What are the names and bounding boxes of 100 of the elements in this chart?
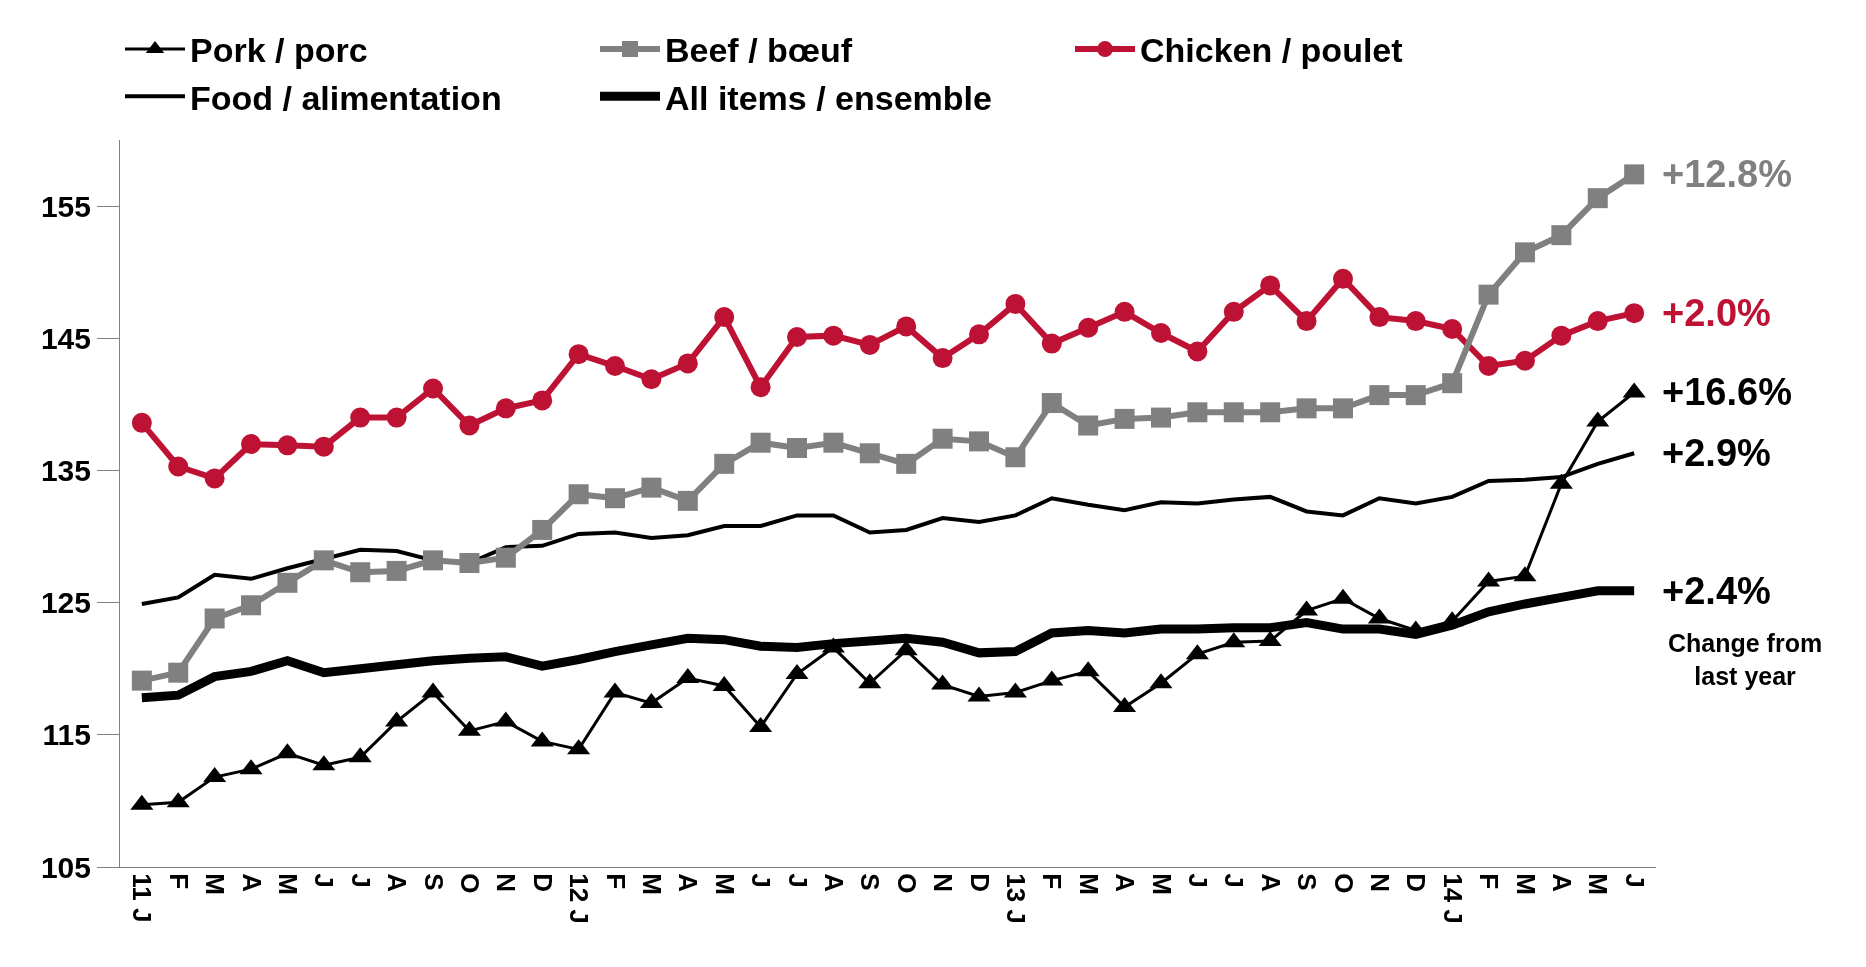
x-tick-label: M: [200, 873, 231, 895]
x-tick-label: O: [1328, 873, 1359, 894]
x-tick-label: J: [345, 873, 376, 888]
x-tick-label: F: [1037, 873, 1068, 890]
x-tick-label: 13 J: [1000, 873, 1031, 924]
x-tick-label: M: [1510, 873, 1541, 895]
x-tick-label: A: [1110, 873, 1141, 893]
x-tick-label: J: [746, 873, 777, 888]
y-tick-label: 105: [40, 850, 91, 884]
point: [386, 407, 407, 428]
point: [787, 326, 807, 347]
x-tick-label: O: [454, 873, 485, 894]
point: [823, 325, 844, 346]
x-tick-label: 12 J: [564, 873, 595, 924]
point: [605, 488, 626, 509]
point: [932, 348, 953, 369]
x-tick-label: D: [527, 873, 558, 892]
point: [1514, 350, 1535, 371]
point: [1260, 402, 1281, 423]
x-tick-label: S: [855, 873, 886, 891]
point: [459, 552, 480, 573]
x-tick-label: M: [1146, 873, 1177, 895]
legend-label: Food / alimentation: [190, 78, 502, 117]
point: [495, 398, 516, 419]
point: [1187, 402, 1208, 423]
point: [787, 437, 807, 458]
legend-label: Beef / bœuf: [665, 31, 853, 70]
x-tick-label: F: [1474, 873, 1505, 890]
point: [1150, 407, 1171, 428]
x-tick-label: A: [673, 873, 704, 893]
point: [714, 307, 735, 328]
point: [1114, 408, 1135, 429]
point: [1587, 188, 1608, 209]
x-tick-label: A: [382, 873, 413, 893]
point: [568, 344, 589, 365]
point: [168, 456, 189, 477]
point: [350, 407, 371, 428]
point: [386, 560, 407, 581]
point: [896, 316, 917, 337]
point: [714, 453, 735, 474]
point: [1005, 293, 1026, 314]
y-tick-label: 125: [40, 586, 91, 620]
point: [1260, 275, 1281, 296]
point: [350, 562, 371, 583]
point: [1442, 319, 1463, 340]
x-tick-label: 14 J: [1437, 873, 1468, 924]
text: +2.4%: [1662, 570, 1771, 612]
point: [277, 572, 298, 593]
x-tick-label: D: [964, 873, 995, 892]
point: [532, 390, 553, 411]
x-tick-label: J: [309, 873, 340, 888]
y-tick-label: 145: [40, 321, 91, 355]
y-tick-label: 135: [40, 453, 91, 487]
point: [1369, 385, 1390, 406]
x-tick-label: S: [418, 873, 449, 891]
point: [1041, 393, 1062, 414]
point: [1551, 325, 1572, 346]
point: [168, 662, 189, 683]
x-tick-label: M: [709, 873, 740, 895]
point: [131, 412, 152, 433]
point: [750, 432, 771, 453]
point: [313, 436, 334, 457]
x-tick-label: M: [636, 873, 667, 895]
point: [1514, 242, 1535, 263]
point: [859, 443, 880, 464]
point: [641, 369, 662, 390]
point: [677, 353, 698, 374]
point: [969, 324, 989, 345]
text: +2.9%: [1662, 432, 1771, 474]
x-tick-label: A: [1255, 873, 1286, 893]
point: [1624, 303, 1645, 324]
point: [241, 595, 262, 616]
point: [1151, 322, 1171, 343]
x-tick-label: N: [928, 873, 959, 892]
x-tick-label: A: [1546, 873, 1577, 893]
x-tick-label: A: [818, 873, 849, 893]
x-tick-label: 11 J: [127, 873, 158, 923]
point: [1478, 284, 1499, 305]
point: [1332, 268, 1353, 289]
point: [1478, 356, 1499, 377]
x-tick-label: J: [1619, 873, 1650, 888]
point: [1551, 225, 1572, 246]
point: [1223, 402, 1244, 423]
legend-label: All items / ensemble: [665, 78, 992, 117]
x-tick-label: N: [1364, 873, 1395, 892]
x-tick-label: F: [163, 873, 194, 890]
point: [1442, 373, 1463, 394]
point: [823, 432, 844, 453]
point: [313, 550, 334, 571]
point: [1405, 385, 1426, 406]
text: +12.8%: [1662, 153, 1792, 195]
y-tick-label: 115: [42, 718, 91, 752]
point: [495, 547, 516, 568]
point: [423, 550, 444, 571]
point: [1078, 317, 1099, 338]
point: [969, 431, 989, 452]
x-tick-label: F: [600, 873, 631, 890]
point: [1587, 311, 1608, 332]
x-tick-label: A: [236, 873, 267, 893]
point: [1369, 307, 1390, 328]
